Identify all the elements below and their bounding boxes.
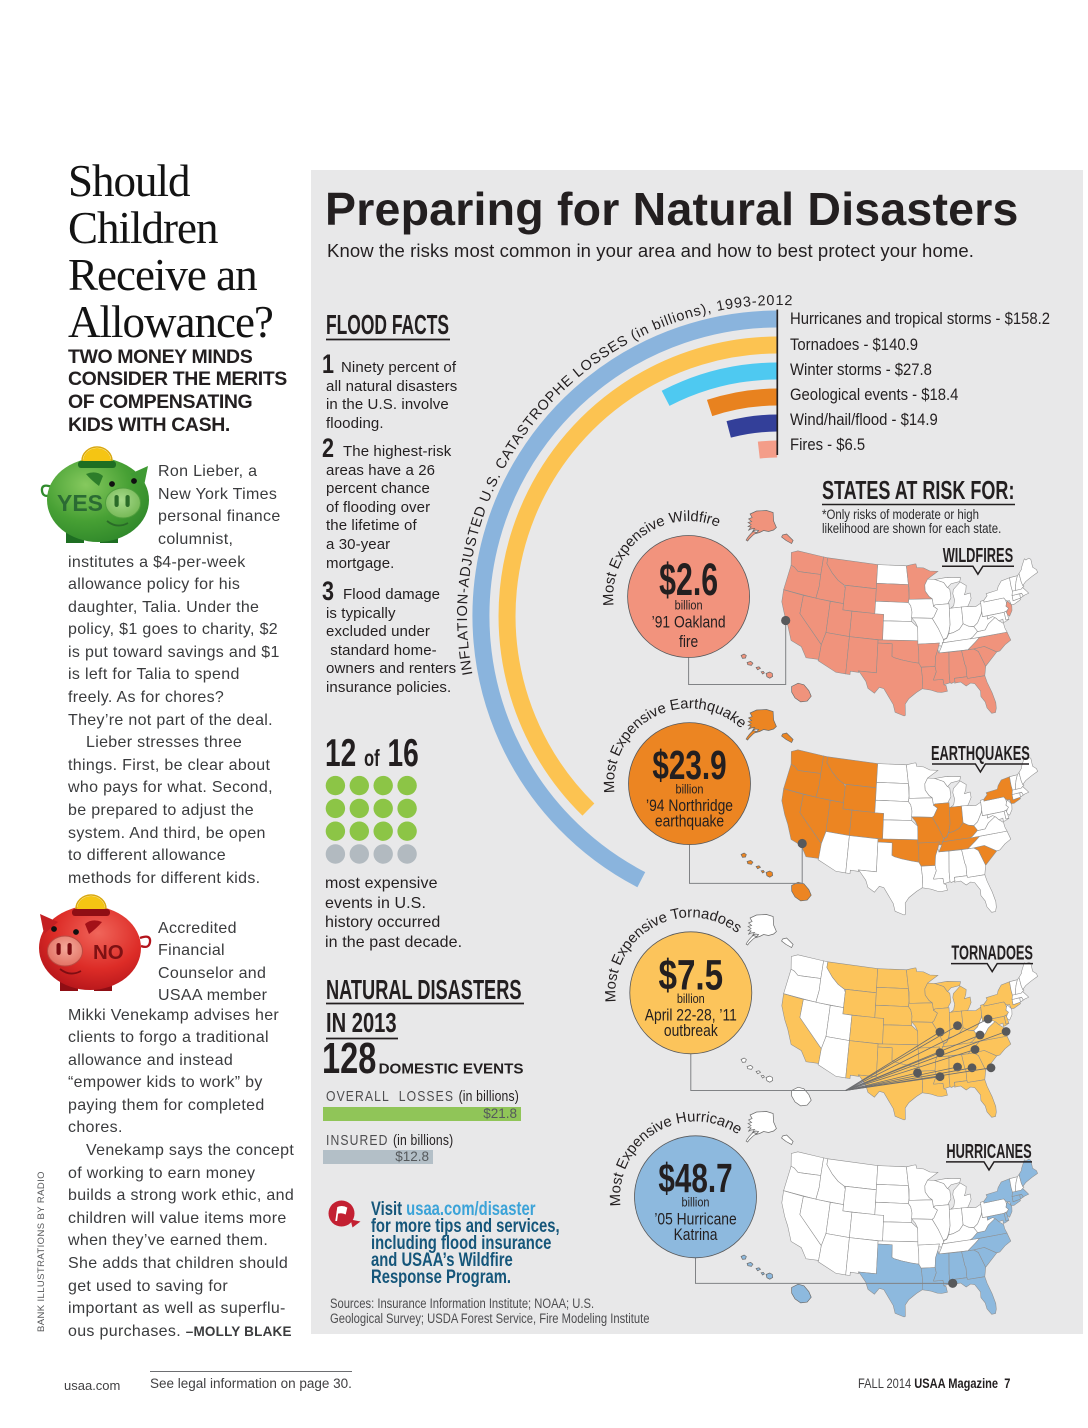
svg-text:128: 128 — [322, 1034, 376, 1083]
svg-text:billion: billion — [675, 598, 703, 613]
svg-text:FLOOD FACTS: FLOOD FACTS — [326, 309, 449, 340]
svg-text:$7.5: $7.5 — [658, 951, 723, 999]
svg-text:April 22-28, ’11: April 22-28, ’11 — [645, 1006, 737, 1024]
svg-text:’91 Oakland: ’91 Oakland — [652, 613, 726, 631]
svg-text:fire: fire — [679, 633, 698, 651]
svg-text:’05 Hurricane: ’05 Hurricane — [654, 1210, 736, 1228]
svg-text:$23.9: $23.9 — [652, 742, 726, 788]
svg-text:earthquake: earthquake — [655, 812, 724, 830]
svg-text:12 of 16: 12 of 16 — [325, 732, 419, 776]
svg-text:TORNADOES: TORNADOES — [951, 942, 1033, 965]
svg-text:$2.6: $2.6 — [659, 555, 718, 605]
svg-text:billion: billion — [677, 991, 705, 1006]
svg-text:NATURAL DISASTERS: NATURAL DISASTERS — [326, 974, 521, 1005]
svg-text:HURRICANES: HURRICANES — [946, 1140, 1031, 1163]
svg-text:$48.7: $48.7 — [658, 1155, 732, 1201]
svg-text:NO: NO — [93, 941, 124, 964]
svg-text:billion: billion — [682, 1195, 710, 1210]
svg-text:YES: YES — [57, 490, 103, 516]
svg-text:STATES AT RISK FOR:: STATES AT RISK FOR: — [822, 476, 1014, 505]
svg-text:EARTHQUAKES: EARTHQUAKES — [931, 742, 1030, 765]
svg-text:Katrina: Katrina — [674, 1226, 718, 1244]
svg-text:DOMESTIC EVENTS: DOMESTIC EVENTS — [379, 1061, 524, 1078]
svg-text:outbreak: outbreak — [664, 1022, 718, 1040]
svg-text:IN 2013: IN 2013 — [326, 1008, 397, 1039]
svg-text:billion: billion — [676, 782, 704, 797]
svg-text:’94 Northridge: ’94 Northridge — [646, 797, 733, 815]
svg-text:WILDFIRES: WILDFIRES — [943, 544, 1013, 567]
